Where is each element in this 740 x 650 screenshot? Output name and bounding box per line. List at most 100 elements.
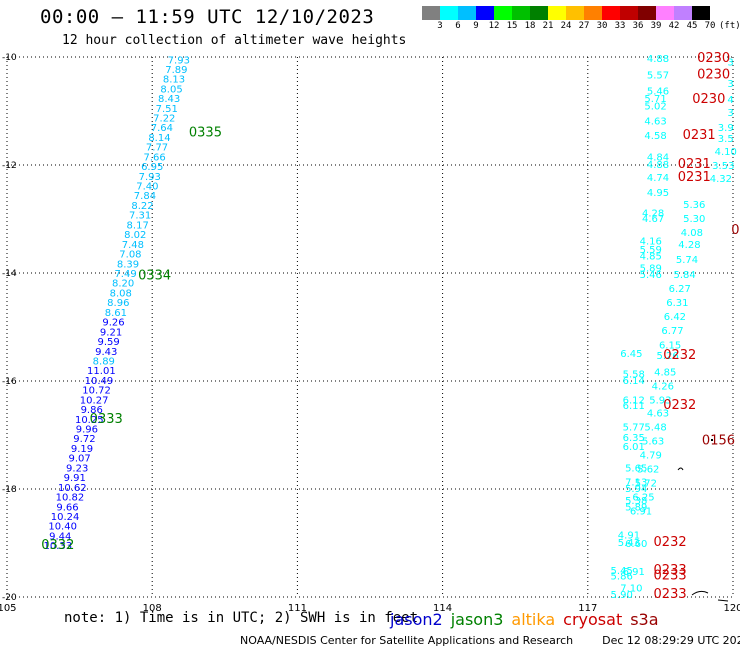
- wave-height-label: 7.84: [134, 191, 156, 202]
- wave-height-label: 8.05: [160, 84, 182, 95]
- colorbar-label: 70: [704, 21, 716, 31]
- wave-height-label: 4.26: [652, 381, 674, 392]
- y-tick-label: -14: [2, 269, 17, 279]
- wave-height-label: 10.72: [82, 386, 111, 397]
- wave-height-label: 4.84: [647, 152, 669, 163]
- wave-height-label: 4.63: [647, 408, 669, 419]
- colorbar-label: 39: [650, 21, 662, 31]
- wave-height-label: 5.89: [640, 264, 662, 275]
- wave-height-label: 3.5: [718, 134, 734, 145]
- wave-height-label: 5.94: [625, 484, 647, 495]
- wave-height-label: 4.67: [642, 214, 664, 225]
- footer: NOAA/NESDIS Center for Satellite Applica…: [240, 634, 740, 647]
- wave-height-label: 8.22: [131, 201, 153, 212]
- wave-height-label: 4.08: [681, 228, 703, 239]
- wave-height-label: 7.77: [146, 143, 168, 154]
- wave-height-label: 6.91: [623, 567, 645, 578]
- colorbar-segment: [458, 6, 476, 20]
- colorbar-label: 21: [542, 21, 554, 31]
- wave-height-label: 9.86: [81, 405, 103, 416]
- wave-height-label: 8.39: [117, 259, 139, 270]
- wave-height-label: 6.42: [664, 312, 686, 323]
- data-points: 7.937.898.138.058.437.517.227.648.147.77…: [43, 54, 736, 601]
- wave-height-label: 7.08: [119, 250, 141, 261]
- colorbar-label: 30: [596, 21, 608, 31]
- time-label: 0233: [654, 563, 687, 578]
- credit-text: NOAA/NESDIS Center for Satellite Applica…: [240, 634, 574, 647]
- time-label: 0232: [654, 535, 687, 550]
- wave-height-label: 5.72: [635, 479, 657, 490]
- wave-height-label: 7.49: [114, 269, 136, 280]
- wave-height-label: 8.20: [112, 279, 134, 290]
- wave-height-label: 4.85: [640, 252, 662, 263]
- colorbar-segment: [692, 6, 710, 20]
- colorbar-label: 18: [524, 21, 536, 31]
- colorbar-segment: [512, 6, 530, 20]
- time-labels: 0335033403330332023002300230023102310231…: [41, 51, 739, 602]
- wave-height-label: 5.46: [647, 86, 669, 97]
- wave-height-label: 9.19: [71, 444, 93, 455]
- wave-height-label: 10.25: [75, 415, 104, 426]
- colorbar-label: 12: [488, 21, 500, 31]
- wave-height-label: 5.30: [683, 214, 705, 225]
- wave-height-label: 8.14: [148, 133, 170, 144]
- wave-height-label: 8.43: [158, 94, 180, 105]
- island-outline: [677, 467, 684, 471]
- time-label: 0233: [654, 568, 687, 583]
- wave-height-label: 5.43: [618, 538, 640, 549]
- page-subtitle: 12 hour collection of altimeter wave hei…: [62, 33, 407, 48]
- colorbar-label: 24: [560, 21, 572, 31]
- wave-height-label: 5.26: [657, 351, 679, 362]
- wave-height-label: 7.93: [139, 172, 161, 183]
- colorbar-label: 6: [455, 21, 461, 31]
- wave-height-label: 5.65: [625, 463, 647, 474]
- wave-height-label: 3.53: [712, 161, 734, 172]
- colorbar: [422, 6, 710, 20]
- wave-height-label: 5.45: [611, 566, 633, 577]
- wave-height-label: 7.64: [151, 123, 173, 134]
- legend-cryosat: cryosat: [563, 610, 623, 629]
- wave-height-label: 4.10: [715, 147, 737, 158]
- wave-height-label: 5.89: [625, 502, 647, 513]
- wave-height-label: 4.28: [642, 209, 664, 220]
- time-label: 0232: [663, 348, 696, 363]
- time-label: 0230: [697, 67, 730, 82]
- wave-height-label: 7.13: [625, 477, 647, 488]
- wave-height-label: 5.74: [676, 255, 698, 266]
- colorbar-segment: [656, 6, 674, 20]
- wave-height-label: 7.93: [168, 56, 190, 67]
- wave-height-label: 4.85: [654, 367, 676, 378]
- time-label: 0230: [692, 92, 725, 107]
- wave-height-label: 8.96: [107, 298, 129, 309]
- wave-height-label: 9.72: [73, 434, 95, 445]
- wave-height-label: 9.07: [68, 454, 90, 465]
- colorbar-label: 42: [668, 21, 680, 31]
- time-label: 0: [731, 223, 739, 238]
- colorbar-segment: [422, 6, 440, 20]
- wave-height-label: 8.02: [124, 230, 146, 241]
- colorbar-segment: [476, 6, 494, 20]
- wave-height-label: 6.35: [623, 433, 645, 444]
- island-outline: [691, 590, 709, 596]
- island-outline: [717, 599, 729, 602]
- wave-height-label: 5.77: [623, 422, 645, 433]
- wave-height-label: 5.46: [640, 270, 662, 281]
- colorbar-label: 15: [506, 21, 518, 31]
- wave-height-label: 9.96: [76, 425, 98, 436]
- wave-height-label: 10.24: [51, 512, 80, 523]
- y-tick-label: -16: [2, 377, 17, 387]
- colorbar-label: (ft): [719, 21, 740, 31]
- wave-height-label: 8.17: [127, 220, 149, 231]
- wave-height-label: 9.26: [102, 318, 124, 329]
- colorbar-segment: [584, 6, 602, 20]
- colorbar-segment: [638, 6, 656, 20]
- wave-height-label: 8.61: [105, 308, 127, 319]
- colorbar-segment: [548, 6, 566, 20]
- wave-height-label: 6.91: [630, 507, 652, 518]
- y-tick-label: -18: [2, 485, 17, 495]
- wave-height-label: 5.90: [611, 590, 633, 601]
- wave-height-label: 6.60: [625, 539, 647, 550]
- wave-height-label: 5.63: [642, 436, 664, 447]
- wave-height-label: 7.31: [129, 211, 151, 222]
